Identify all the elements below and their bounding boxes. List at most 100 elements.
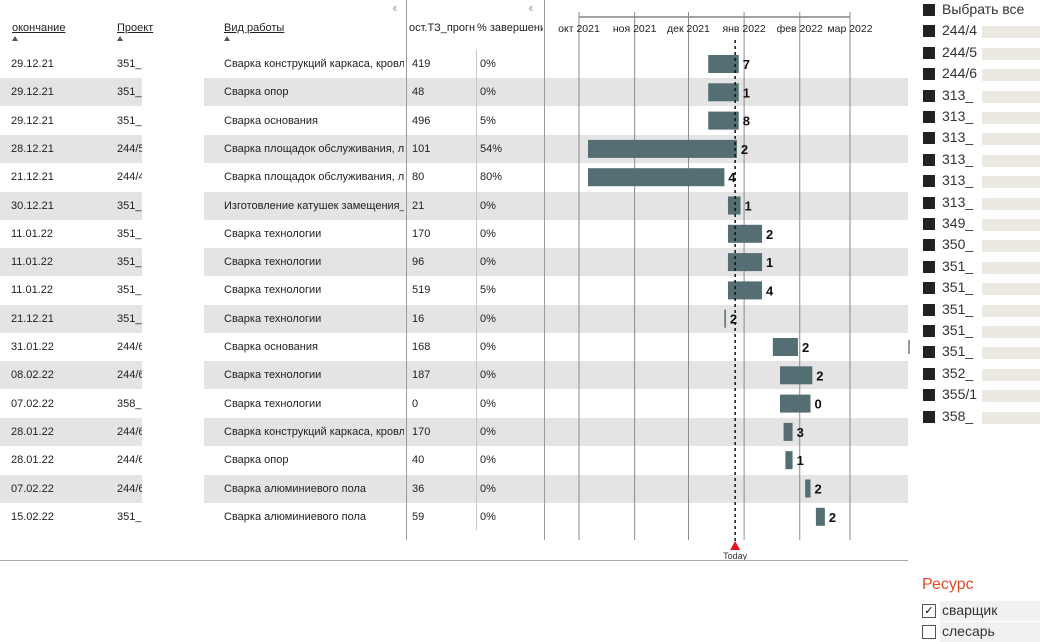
project-option[interactable]: 244/5	[920, 44, 1040, 64]
checkbox-checked-icon[interactable]	[923, 132, 935, 145]
cell-remaining: 170	[412, 425, 431, 438]
checkbox-checked-icon[interactable]	[923, 111, 935, 123]
option-label: сварщик	[942, 602, 998, 618]
checkbox-checked-icon[interactable]	[923, 303, 935, 316]
project-option[interactable]: 351_	[920, 343, 1040, 363]
project-option[interactable]: 351_	[920, 279, 1040, 299]
project-option[interactable]: 313_	[920, 87, 1040, 107]
cell-remaining: 36	[412, 482, 425, 495]
checkbox-checked-icon[interactable]	[923, 196, 935, 209]
checkbox-checked-icon[interactable]	[923, 175, 935, 188]
option-label: 351_	[942, 300, 974, 317]
cell-end: 15.02.22	[11, 510, 54, 523]
resource-option[interactable]: ✓ сварщик	[922, 601, 1040, 621]
checkbox-checked-icon[interactable]	[923, 46, 935, 59]
checkbox-checked-icon[interactable]	[923, 239, 935, 252]
header-work-type[interactable]: Вид работы	[224, 22, 285, 34]
project-option[interactable]: 351_	[920, 301, 1040, 321]
cell-completion: 5%	[480, 284, 496, 297]
checkbox-checked-icon[interactable]	[923, 410, 935, 423]
sort-ascending-icon	[12, 36, 18, 41]
cell-end: 31.01.22	[11, 341, 54, 353]
gantt-bar	[708, 55, 739, 73]
cell-remaining: 0	[412, 397, 419, 410]
resource-option[interactable]: слесарь	[922, 622, 1040, 642]
collapse-column-icon[interactable]: ‹‹	[392, 0, 397, 15]
project-option[interactable]: 351_	[920, 322, 1040, 342]
project-option[interactable]: 313_	[920, 108, 1040, 128]
option-label: 349_	[942, 215, 974, 231]
today-marker-icon	[730, 541, 741, 550]
checkbox-checked-icon[interactable]	[923, 153, 935, 166]
option-label: 351_	[942, 257, 974, 274]
cell-work-type: Сварка площадок обслуживания, лес...	[224, 171, 404, 184]
gantt-bar	[785, 451, 793, 470]
table-row[interactable]: 15.02.22 351_5 Сварка алюминиевого пола 59 0…	[0, 503, 908, 531]
header-project[interactable]: Проект	[117, 22, 154, 34]
project-option[interactable]: 244/6	[920, 65, 1040, 85]
checkbox-checked-icon[interactable]	[923, 4, 935, 16]
redacted-text	[982, 411, 1040, 424]
cell-work-type: Сварка опор	[224, 86, 289, 99]
project-option[interactable]: 313_	[920, 194, 1040, 214]
project-option[interactable]: 358_	[920, 408, 1040, 428]
table-row[interactable]: 21.12.21 244/4 Сварка площадок обслуживани…	[0, 163, 908, 191]
project-option[interactable]: 355/1	[920, 386, 1040, 406]
cell-end: 11.01.22	[11, 256, 54, 269]
cell-remaining: 519	[412, 284, 431, 297]
project-option[interactable]: 313_	[920, 129, 1040, 149]
table-row[interactable]: 07.02.22 358_1 Сварка технологии 0 0%	[0, 390, 908, 418]
column-divider	[476, 50, 477, 530]
cell-project: 351_5	[117, 86, 147, 99]
project-option[interactable]: 351_	[920, 258, 1040, 278]
checkbox-checked-icon[interactable]	[923, 367, 935, 380]
project-option[interactable]: 350_	[920, 236, 1040, 256]
checkbox-checked-icon[interactable]	[923, 25, 935, 38]
table-row[interactable]: 11.01.22 351_1 Сварка технологии 519 5%	[0, 276, 908, 304]
checkbox-checked-icon[interactable]	[923, 325, 935, 337]
checkbox-checked-icon[interactable]	[923, 346, 935, 359]
cell-end: 21.12.21	[11, 171, 54, 184]
cell-completion: 0%	[480, 256, 496, 269]
select-all-option[interactable]: Выбрать все	[920, 1, 1040, 21]
collapse-column-icon[interactable]: ‹‹	[528, 0, 533, 15]
table-row[interactable]: 11.01.22 351_2 Сварка технологии 170 0%	[0, 220, 908, 248]
gantt-bar	[708, 83, 739, 102]
cell-completion: 0%	[480, 341, 496, 353]
bar-data-label: 1	[743, 85, 750, 100]
header-remaining[interactable]: ост.ТЗ_прогн...	[409, 22, 475, 34]
checkbox-checked-icon[interactable]	[923, 260, 935, 273]
redacted-text	[982, 154, 1040, 167]
checkbox-checked-icon[interactable]	[923, 218, 935, 230]
project-option[interactable]: 313_	[920, 172, 1040, 192]
cell-work-type: Сварка опор	[224, 454, 289, 467]
table-row[interactable]: 31.01.22 244/6 Сварка основания 168 0%	[0, 333, 908, 361]
header-end[interactable]: окончание	[12, 22, 66, 34]
header-completion[interactable]: % завершения	[477, 22, 543, 34]
cell-completion: 0%	[480, 312, 496, 325]
checkbox-checked-icon[interactable]	[923, 89, 935, 102]
cell-end: 07.02.22	[11, 482, 54, 495]
checkbox-checked-icon[interactable]	[923, 68, 935, 81]
project-option[interactable]: 313_	[920, 151, 1040, 171]
table-row[interactable]: 28.01.22 244/6 Сварка опор 40 0%	[0, 446, 908, 474]
checkbox-checked-icon[interactable]: ✓	[922, 604, 936, 618]
gantt-bar	[708, 111, 739, 130]
cell-end: 29.12.21	[11, 58, 54, 70]
cell-project: 351_5	[117, 510, 147, 523]
cell-end: 28.12.21	[11, 142, 54, 155]
checkbox-checked-icon[interactable]	[923, 389, 935, 402]
redacted-text	[982, 390, 1040, 403]
table-row[interactable]: 29.12.21 351_5 Сварка конструкций каркаса,…	[0, 50, 908, 78]
checkbox-empty-icon[interactable]	[922, 625, 936, 639]
project-option[interactable]: 349_	[920, 215, 1040, 235]
table-row[interactable]: 29.12.21 351_5 Сварка основания 496 5%	[0, 107, 908, 135]
scrollbar-handle[interactable]	[908, 340, 910, 354]
bar-data-label: 4	[766, 283, 774, 298]
project-option[interactable]: 352_	[920, 365, 1040, 385]
cell-project: 358_1	[117, 397, 147, 410]
redacted-text	[982, 326, 1040, 338]
project-option[interactable]: 244/4	[920, 22, 1040, 42]
checkbox-checked-icon[interactable]	[923, 282, 935, 295]
column-divider	[406, 0, 407, 540]
